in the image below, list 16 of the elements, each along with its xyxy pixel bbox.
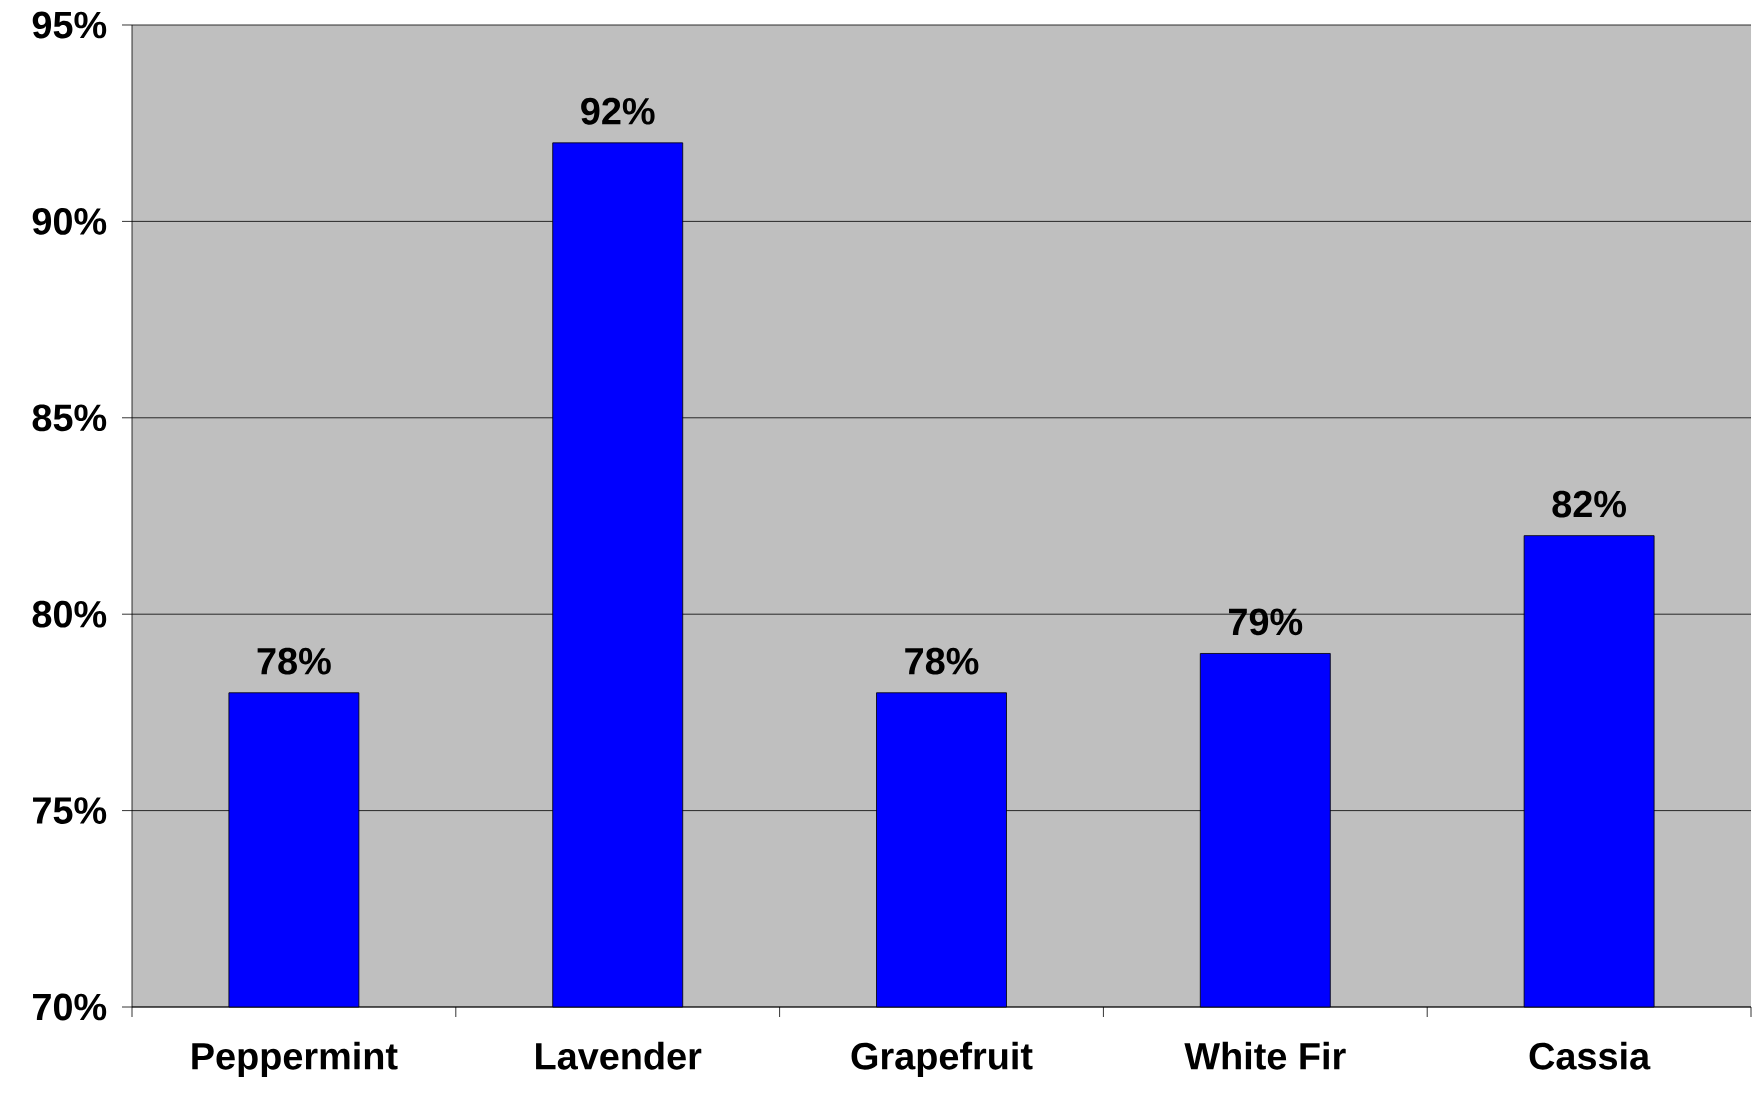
data-label: 92% [581,97,655,125]
y-tick-label: 75% [33,797,107,824]
data-label: 79% [1229,608,1303,636]
x-tick-label: Peppermint [192,1041,398,1078]
x-tick-label: Grapefruit [851,1041,1033,1078]
y-tick-label: 80% [32,600,107,628]
y-tick-label: 90% [32,207,107,235]
y-tick-label: 95% [32,11,107,39]
data-label: 82% [1552,490,1626,518]
y-tick-label: 85% [32,404,107,432]
x-tick-label: Cassia [1529,1041,1651,1070]
y-tick-label: 70% [33,993,107,1021]
x-tick-label: White Fir [1184,1041,1346,1070]
x-tick-label: Lavender [536,1041,702,1070]
data-label: 78% [905,647,979,675]
data-label: 78% [257,647,331,675]
